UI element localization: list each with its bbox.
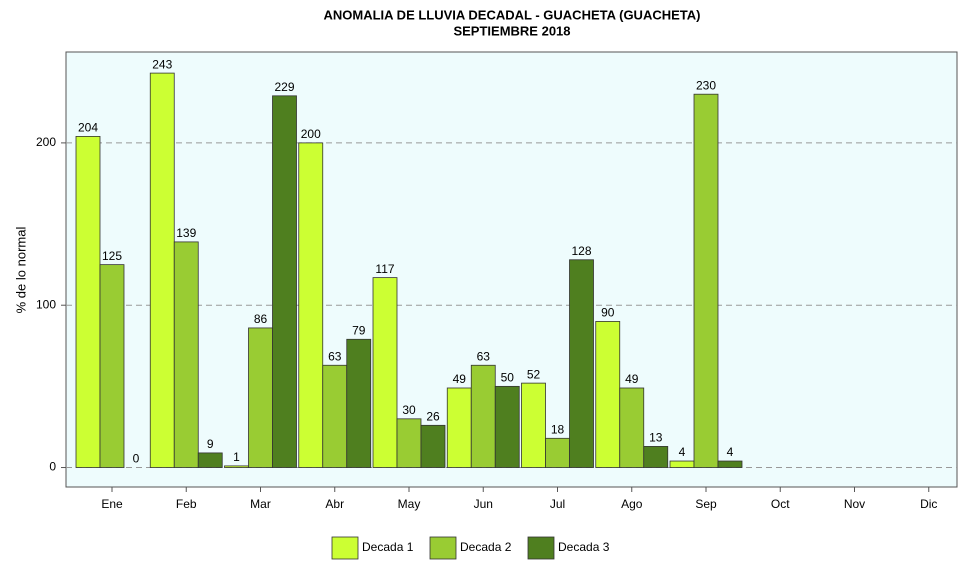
y-tick-label: 100 xyxy=(36,297,56,311)
value-label: 90 xyxy=(601,306,615,320)
value-label: 1 xyxy=(233,450,240,464)
legend-label: Decada 1 xyxy=(362,540,414,554)
x-tick-label: Oct xyxy=(771,497,790,511)
bar xyxy=(693,93,719,468)
x-tick-label: Jun xyxy=(474,497,493,511)
bar xyxy=(298,142,324,468)
value-label: 86 xyxy=(254,312,268,326)
chart-title: ANOMALIA DE LLUVIA DECADAL - GUACHETA (G… xyxy=(324,7,701,22)
x-tick-label: Abr xyxy=(325,497,344,511)
value-label: 50 xyxy=(501,371,515,385)
bar xyxy=(75,136,101,468)
value-label: 117 xyxy=(375,262,394,276)
bar xyxy=(396,418,422,468)
y-tick-label: 200 xyxy=(36,135,56,149)
legend-label: Decada 2 xyxy=(460,540,512,554)
value-label: 9 xyxy=(207,437,214,451)
bar xyxy=(470,364,496,468)
bar xyxy=(173,241,199,468)
value-label: 4 xyxy=(679,445,686,459)
bar xyxy=(346,338,372,468)
value-label: 49 xyxy=(625,372,639,386)
value-label: 243 xyxy=(152,57,172,71)
bar xyxy=(197,452,223,468)
legend-label: Decada 3 xyxy=(558,540,610,554)
value-label: 26 xyxy=(426,409,440,423)
bar xyxy=(521,382,546,468)
x-tick-label: May xyxy=(398,497,421,511)
bar xyxy=(149,72,175,468)
value-label: 49 xyxy=(453,372,467,386)
bar xyxy=(595,321,621,468)
legend-swatch xyxy=(331,536,359,560)
value-label: 229 xyxy=(274,80,294,94)
bar xyxy=(545,437,570,468)
bar xyxy=(248,327,273,468)
value-label: 13 xyxy=(649,431,663,445)
bar xyxy=(619,387,645,468)
value-label: 128 xyxy=(571,244,591,258)
value-label: 230 xyxy=(696,78,716,92)
x-tick-label: Jul xyxy=(550,497,565,511)
value-label: 30 xyxy=(402,403,416,417)
legend-swatch xyxy=(429,536,457,560)
bar xyxy=(717,460,743,468)
bar xyxy=(643,446,669,468)
x-tick-label: Nov xyxy=(844,497,865,511)
bar xyxy=(569,259,594,468)
value-label: 0 xyxy=(133,452,140,466)
value-label: 125 xyxy=(102,249,122,263)
value-label: 63 xyxy=(328,349,342,363)
bar xyxy=(372,277,398,468)
x-tick-label: Ene xyxy=(101,497,123,511)
x-tick-label: Dic xyxy=(920,497,937,511)
value-label: 4 xyxy=(727,445,734,459)
value-label: 200 xyxy=(301,127,321,141)
value-label: 204 xyxy=(78,121,98,135)
legend-swatch xyxy=(527,536,555,560)
bar xyxy=(322,364,348,468)
x-tick-label: Feb xyxy=(176,497,197,511)
bar xyxy=(446,387,472,468)
x-tick-label: Ago xyxy=(621,497,643,511)
chart-subtitle: SEPTIEMBRE 2018 xyxy=(453,23,570,38)
value-label: 52 xyxy=(527,367,541,381)
bar xyxy=(99,264,125,468)
value-label: 18 xyxy=(551,422,565,436)
bar xyxy=(494,385,520,468)
bar xyxy=(420,424,446,468)
y-axis-label: % de lo normal xyxy=(13,227,28,314)
bar xyxy=(669,460,695,468)
x-tick-label: Mar xyxy=(250,497,271,511)
value-label: 79 xyxy=(352,323,366,337)
value-label: 139 xyxy=(176,226,196,240)
bar xyxy=(272,95,297,468)
value-label: 63 xyxy=(477,349,491,363)
x-tick-label: Sep xyxy=(695,497,717,511)
y-tick-label: 0 xyxy=(49,460,56,474)
bar xyxy=(224,465,249,468)
